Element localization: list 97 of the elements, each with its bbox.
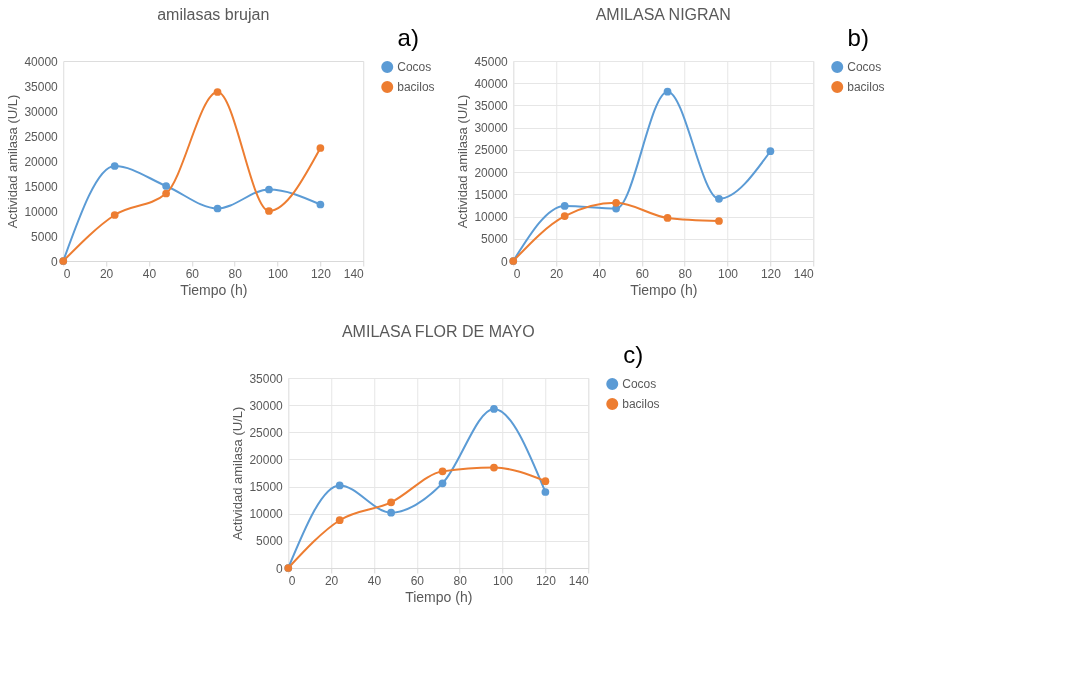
legend-label: bacilos (847, 80, 885, 94)
x-axis-title: Tiempo (h) (630, 281, 698, 298)
point (663, 87, 672, 96)
x-tick-label: 80 (228, 266, 243, 281)
legend-label: bacilos (622, 397, 660, 411)
legend-label: Cocos (622, 377, 657, 391)
point (438, 479, 447, 488)
point (490, 463, 498, 472)
y-tick-label: 20000 (249, 452, 284, 467)
x-tick-label: 20 (324, 573, 339, 588)
x-tick-label: 60 (410, 573, 425, 588)
x-tick-label: 40 (592, 266, 607, 281)
y-tick-label: 0 (51, 254, 59, 269)
point (110, 162, 119, 170)
x-tick-label: 100 (493, 573, 514, 588)
y-tick-label: 15000 (249, 480, 284, 495)
point (715, 217, 723, 225)
y-tick-label: 30000 (24, 104, 59, 119)
x-tick-label: 120 (760, 266, 782, 281)
point (213, 204, 222, 213)
y-tick-label: 20000 (24, 154, 59, 169)
x-tick-label: 20 (99, 266, 114, 281)
y-tick-label: 5000 (481, 232, 509, 247)
y-tick-label: 20000 (474, 165, 509, 180)
x-tick-label: 40 (142, 266, 157, 281)
x-axis-title: Tiempo (h) (180, 281, 248, 298)
chart-title: amilasas brujan (157, 6, 270, 23)
point (490, 405, 498, 413)
text: b) (847, 24, 869, 51)
y-tick-label: 5000 (31, 229, 59, 244)
text: c) (623, 341, 644, 368)
y-tick-label: 35000 (474, 98, 509, 113)
y-axis-title: Actividad amilasa (U/L) (455, 94, 471, 229)
chart-title: AMILASA NIGRAN (595, 6, 731, 23)
point (766, 147, 775, 156)
x-tick-label: 0 (288, 573, 296, 588)
y-tick-label: 15000 (474, 187, 509, 202)
point (213, 88, 222, 96)
y-tick-label: 10000 (249, 507, 284, 522)
y-tick-label: 45000 (474, 54, 509, 69)
y-tick-label: 15000 (24, 179, 59, 194)
y-tick-label: 30000 (249, 398, 284, 413)
x-tick-label: 60 (185, 266, 200, 281)
y-tick-label: 25000 (249, 425, 284, 440)
text: a) (397, 24, 419, 51)
y-tick-label: 25000 (24, 129, 59, 144)
y-tick-label: 40000 (24, 54, 59, 69)
point (265, 207, 273, 215)
point (110, 211, 119, 219)
point (162, 189, 170, 198)
y-tick-label: 0 (276, 561, 284, 576)
point (438, 467, 447, 476)
x-tick-label: 120 (535, 573, 557, 588)
x-tick-label: 140 (793, 266, 815, 281)
point (162, 182, 170, 190)
y-tick-label: 35000 (249, 371, 284, 386)
point (335, 516, 344, 525)
x-tick-label: 40 (367, 573, 382, 588)
x-axis-title: Tiempo (h) (405, 588, 473, 605)
point (715, 194, 723, 203)
x-tick-label: 80 (453, 573, 468, 588)
x-tick-label: 100 (718, 266, 739, 281)
point (335, 481, 344, 490)
point (560, 212, 569, 220)
legend-label: Cocos (397, 60, 432, 74)
y-tick-label: 40000 (474, 76, 509, 91)
point (541, 488, 550, 496)
point (560, 202, 569, 210)
legend-label: Cocos (847, 60, 882, 74)
point (265, 185, 273, 194)
chart-title: AMILASA FLOR DE MAYO (341, 323, 535, 340)
x-tick-label: 0 (63, 266, 71, 281)
point (316, 200, 325, 209)
x-tick-label: 0 (513, 266, 521, 281)
y-tick-label: 30000 (474, 121, 509, 136)
x-tick-label: 60 (635, 266, 650, 281)
point (541, 477, 550, 486)
y-tick-label: 10000 (24, 204, 59, 219)
x-tick-label: 140 (568, 573, 590, 588)
x-tick-label: 140 (343, 266, 365, 281)
point (387, 508, 395, 517)
y-tick-label: 25000 (474, 143, 509, 158)
y-tick-label: 0 (501, 254, 509, 269)
x-tick-label: 20 (549, 266, 564, 281)
point (387, 498, 395, 507)
y-tick-label: 5000 (256, 534, 284, 549)
y-axis-title: Actividad amilasa (U/L) (230, 406, 246, 541)
point (612, 198, 620, 207)
point (663, 214, 672, 222)
y-tick-label: 35000 (24, 79, 59, 94)
y-axis-title: Actividad amilasa (U/L) (5, 94, 21, 229)
legend-label: bacilos (397, 80, 435, 94)
x-tick-label: 80 (678, 266, 693, 281)
point (316, 144, 325, 152)
x-tick-label: 100 (268, 266, 289, 281)
y-tick-label: 10000 (474, 210, 509, 225)
x-tick-label: 120 (310, 266, 332, 281)
